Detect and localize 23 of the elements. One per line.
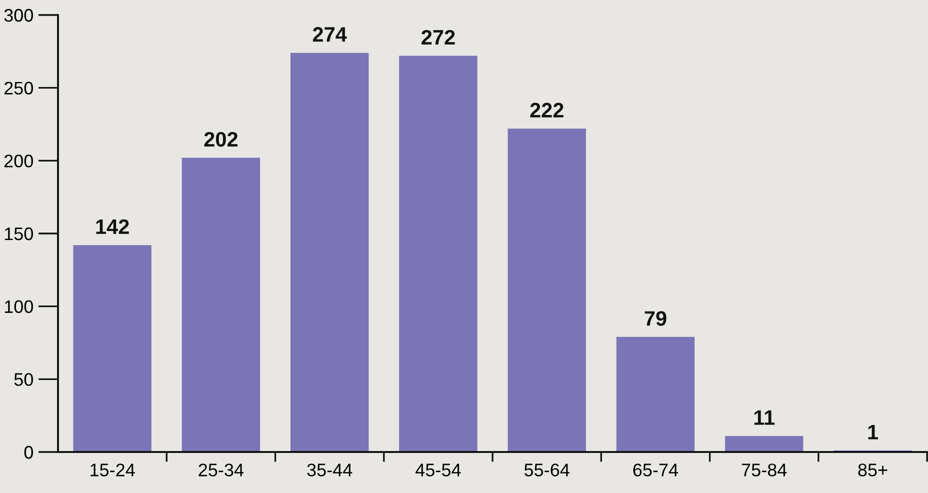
x-tick-label: 75-84 bbox=[742, 464, 787, 476]
x-tick-label: 45-54 bbox=[416, 464, 461, 476]
y-tick-label: 200 bbox=[4, 154, 33, 168]
data-label: 222 bbox=[530, 102, 564, 118]
y-tick-label: 300 bbox=[4, 8, 33, 22]
x-tick-label: 65-74 bbox=[633, 464, 678, 476]
data-label: 274 bbox=[312, 27, 347, 42]
y-tick-label: 250 bbox=[4, 82, 33, 95]
x-tick-label: 15-24 bbox=[90, 464, 135, 476]
y-tick-label: 100 bbox=[4, 300, 33, 314]
x-tick-label: 25-34 bbox=[198, 464, 244, 476]
data-label: 1 bbox=[868, 424, 878, 440]
x-tick-label: 55-64 bbox=[524, 464, 570, 476]
data-label: 11 bbox=[754, 410, 775, 425]
x-tick-label: 85+ bbox=[858, 464, 888, 476]
data-label: 272 bbox=[422, 30, 455, 45]
data-label: 202 bbox=[204, 132, 238, 147]
y-tick-label: 150 bbox=[4, 227, 33, 240]
y-tick-label: 50 bbox=[14, 373, 33, 386]
x-tick-label: 35-44 bbox=[307, 464, 352, 476]
data-label: 142 bbox=[96, 219, 129, 234]
y-tick-label: 0 bbox=[24, 446, 33, 459]
data-label: 79 bbox=[644, 311, 666, 326]
